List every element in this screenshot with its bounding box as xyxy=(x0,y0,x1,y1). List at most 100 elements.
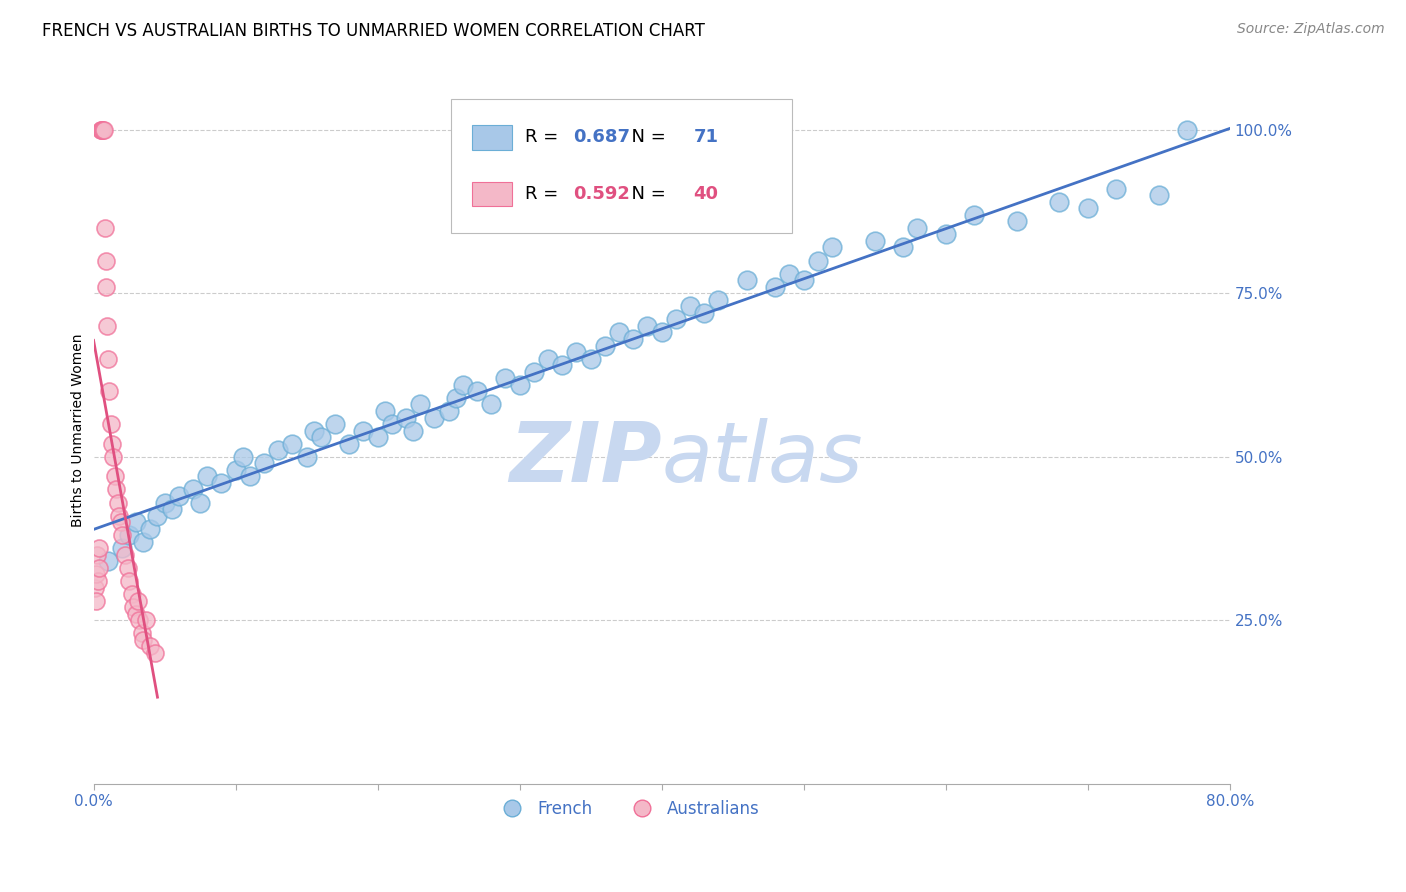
Point xyxy=(593,338,616,352)
Text: Source: ZipAtlas.com: Source: ZipAtlas.com xyxy=(1237,22,1385,37)
Point xyxy=(132,534,155,549)
Point xyxy=(91,122,114,136)
Text: 0.687: 0.687 xyxy=(574,128,630,146)
Point xyxy=(374,404,396,418)
Point xyxy=(551,358,574,372)
Point xyxy=(135,613,157,627)
Point xyxy=(693,306,716,320)
Point xyxy=(793,273,815,287)
Point xyxy=(395,410,418,425)
Point xyxy=(111,528,134,542)
Point xyxy=(128,613,150,627)
Point xyxy=(465,384,488,399)
Point xyxy=(195,469,218,483)
Point xyxy=(225,463,247,477)
Point xyxy=(402,424,425,438)
Point xyxy=(636,318,658,333)
Point xyxy=(98,384,121,399)
Point xyxy=(651,326,673,340)
Point xyxy=(104,469,127,483)
Point xyxy=(905,220,928,235)
Point xyxy=(105,483,128,497)
Point xyxy=(181,483,204,497)
Text: atlas: atlas xyxy=(662,418,863,500)
Point xyxy=(90,122,112,136)
Point xyxy=(93,122,115,136)
Point xyxy=(239,469,262,483)
Point xyxy=(665,312,688,326)
Point xyxy=(1105,181,1128,195)
Point xyxy=(108,508,131,523)
Point xyxy=(302,424,325,438)
Text: N =: N = xyxy=(620,185,671,203)
Point xyxy=(607,326,630,340)
Bar xyxy=(472,182,512,206)
Point xyxy=(127,593,149,607)
Point xyxy=(110,515,132,529)
Point xyxy=(367,430,389,444)
Point xyxy=(523,365,546,379)
Point xyxy=(621,332,644,346)
Point xyxy=(86,567,108,582)
Point xyxy=(118,528,141,542)
Point xyxy=(90,122,112,136)
Point xyxy=(86,548,108,562)
Text: 0.592: 0.592 xyxy=(574,185,630,203)
Point xyxy=(139,640,162,654)
Text: ZIP: ZIP xyxy=(509,418,662,500)
Point xyxy=(935,227,957,242)
Text: R =: R = xyxy=(526,128,564,146)
Point xyxy=(139,522,162,536)
Point xyxy=(91,122,114,136)
Point xyxy=(579,351,602,366)
Point xyxy=(107,495,129,509)
Point xyxy=(100,417,122,431)
Point xyxy=(111,541,134,556)
Point xyxy=(707,293,730,307)
Point xyxy=(160,502,183,516)
Point xyxy=(84,593,107,607)
Point xyxy=(97,554,120,568)
Point xyxy=(87,561,110,575)
Point xyxy=(84,581,107,595)
Point xyxy=(131,626,153,640)
Point xyxy=(963,208,986,222)
Point xyxy=(444,391,467,405)
Point xyxy=(451,377,474,392)
Point xyxy=(323,417,346,431)
Text: 71: 71 xyxy=(693,128,718,146)
Point xyxy=(267,443,290,458)
Point xyxy=(437,404,460,418)
Point xyxy=(96,318,118,333)
Point xyxy=(509,377,531,392)
Point xyxy=(863,234,886,248)
Point xyxy=(494,371,516,385)
Point xyxy=(1047,194,1070,209)
FancyBboxPatch shape xyxy=(451,99,793,233)
Point xyxy=(423,410,446,425)
Point xyxy=(1005,214,1028,228)
Bar xyxy=(472,125,512,150)
Point xyxy=(735,273,758,287)
Point xyxy=(103,450,125,464)
Point xyxy=(125,515,148,529)
Point xyxy=(1077,201,1099,215)
Point xyxy=(565,345,588,359)
Point xyxy=(1147,188,1170,202)
Point xyxy=(143,646,166,660)
Text: N =: N = xyxy=(620,128,671,146)
Point xyxy=(118,574,141,588)
Point xyxy=(87,574,110,588)
Point xyxy=(125,607,148,621)
Point xyxy=(309,430,332,444)
Point xyxy=(89,541,111,556)
Point xyxy=(132,632,155,647)
Point xyxy=(209,475,232,490)
Point xyxy=(153,495,176,509)
Point xyxy=(337,436,360,450)
Point xyxy=(94,253,117,268)
Text: R =: R = xyxy=(526,185,564,203)
Point xyxy=(537,351,560,366)
Point xyxy=(479,397,502,411)
Point xyxy=(167,489,190,503)
